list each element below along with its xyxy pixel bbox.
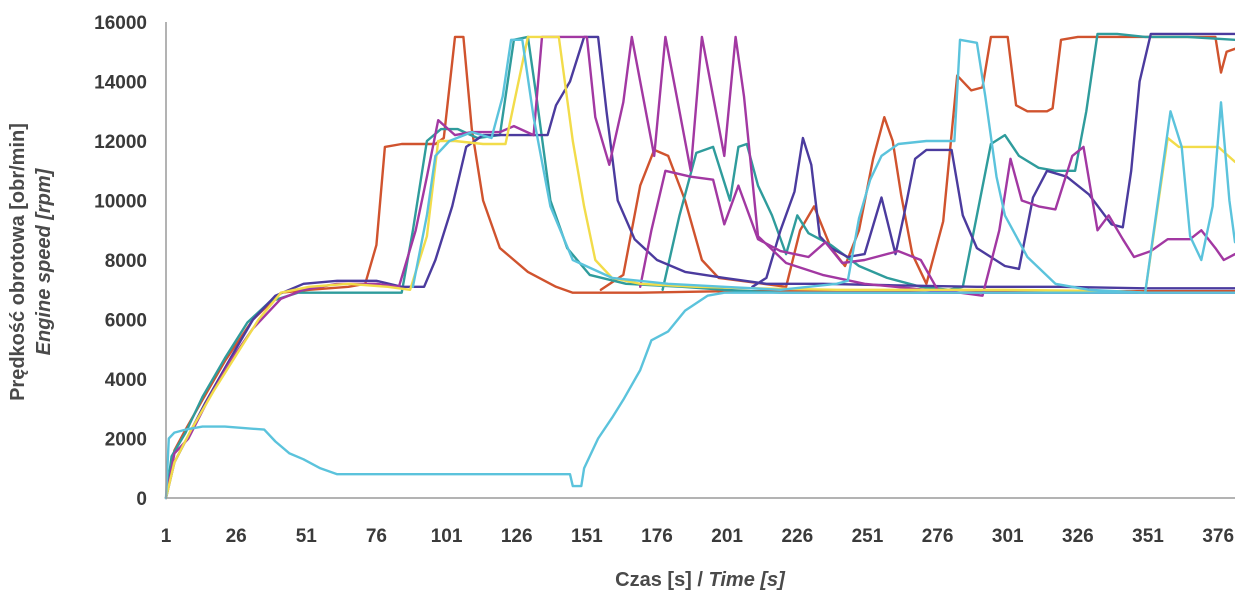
x-tick-label: 276	[922, 526, 954, 547]
x-axis-title: Czas [s] / Time [s]	[615, 569, 786, 591]
x-tick-label: 201	[711, 526, 743, 547]
x-tick-label: 101	[431, 526, 463, 547]
y-tick-label: 14000	[94, 73, 147, 94]
series-line-10	[164, 291, 1235, 500]
series-line-1	[164, 35, 1235, 500]
x-tick-label: 226	[781, 526, 813, 547]
x-tick-label: 26	[226, 526, 247, 547]
series-line-2	[599, 35, 1235, 291]
x-tick-label: 301	[992, 526, 1024, 547]
x-tick-label: 176	[641, 526, 673, 547]
series-line-7	[164, 35, 1235, 500]
y-tick-label: 6000	[105, 311, 147, 332]
x-tick-label: 251	[852, 526, 884, 547]
x-tick-label: 51	[296, 526, 318, 547]
y-tick-label: 10000	[94, 192, 147, 213]
x-tick-label: 76	[366, 526, 387, 547]
y-tick-label: 4000	[105, 370, 147, 391]
x-tick-label: 151	[571, 526, 603, 547]
series-line-6	[751, 32, 1235, 288]
y-tick-label: 2000	[105, 430, 147, 451]
series-line-9	[164, 35, 1235, 500]
x-tick-label: 326	[1062, 526, 1094, 547]
series-line-11	[411, 38, 1235, 294]
x-tick-labels: 1 26 51 76 101 126 151 176 201 226 251 276 301 326 351…	[161, 526, 1234, 547]
x-axis-title-main: Czas [s] /	[615, 569, 708, 591]
y-tick-label: 0	[136, 489, 147, 510]
x-tick-label: 376	[1202, 526, 1234, 547]
y-tick-labels: 0 2000 4000 6000 8000 10000 12000 14000 16000	[94, 13, 147, 510]
y-tick-label: 16000	[94, 13, 147, 34]
y-tick-label: 12000	[94, 132, 147, 153]
y-tick-label: 8000	[105, 251, 147, 272]
series-layer	[164, 32, 1235, 500]
x-tick-label: 351	[1132, 526, 1164, 547]
series-line-5	[164, 35, 1235, 500]
x-axis-title-italic: Time [s]	[709, 569, 787, 591]
x-tick-label: 1	[161, 526, 172, 547]
y-axis-title-main: Prędkość obrotowa [obr/min]	[7, 123, 29, 401]
series-line-8	[639, 145, 1235, 297]
x-tick-label: 126	[501, 526, 533, 547]
y-axis-title-italic: Engine speed [rpm]	[33, 167, 55, 355]
series-line-3	[164, 35, 1235, 500]
